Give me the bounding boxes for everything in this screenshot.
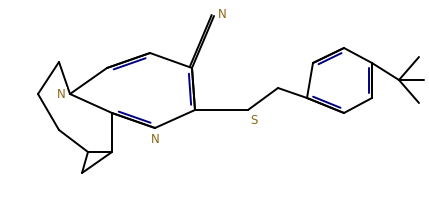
Text: N: N — [151, 133, 160, 146]
Text: N: N — [57, 87, 66, 101]
Text: N: N — [218, 7, 227, 20]
Text: S: S — [250, 114, 257, 127]
